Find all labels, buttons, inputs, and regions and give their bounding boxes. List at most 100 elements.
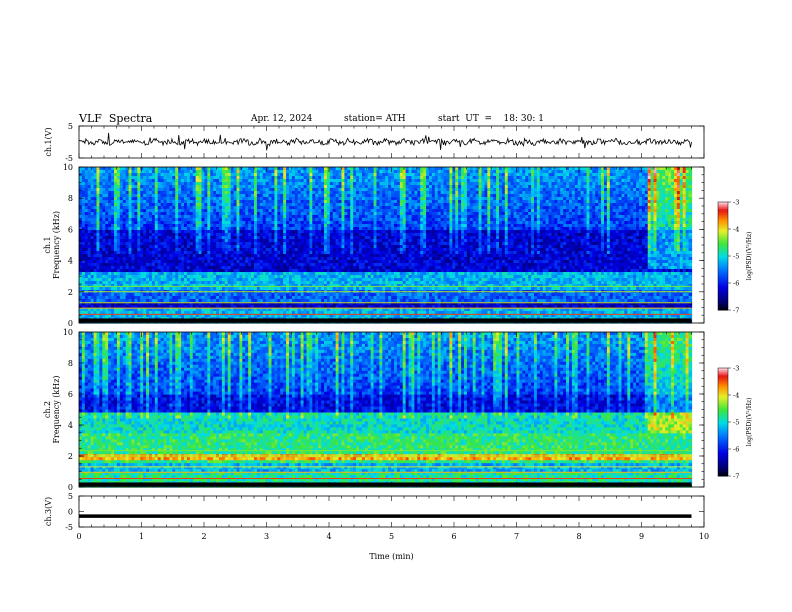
spectrogram-cell — [114, 314, 118, 318]
spectrogram-cell — [87, 257, 92, 261]
spectrogram-cell — [111, 194, 115, 198]
spectrogram-cell — [99, 215, 103, 219]
spectrogram-cell — [134, 179, 138, 183]
spectrogram-cell — [84, 236, 89, 240]
spectrogram-cell — [87, 311, 92, 315]
spectrogram-cell — [116, 221, 121, 225]
spectrogram-cell — [122, 203, 127, 207]
spectrogram-cell — [99, 212, 103, 216]
spectrogram-cell — [134, 266, 138, 270]
spectrogram-cell — [87, 281, 92, 285]
spectrogram-cell — [102, 185, 106, 189]
spectrogram-cell — [84, 185, 89, 189]
spectrogram-cell — [125, 179, 130, 183]
spectrogram-cell — [125, 191, 130, 195]
spectrogram-cell — [105, 260, 109, 264]
spectrogram-cell — [119, 272, 124, 276]
spectrogram-cell — [102, 215, 106, 219]
spectrogram-cell — [128, 227, 133, 231]
spectrogram-cell — [96, 185, 101, 189]
spectrogram-cell — [87, 305, 92, 309]
spectrogram-cell — [81, 302, 86, 306]
spectrogram-cell — [128, 302, 133, 306]
spectrogram-cell — [99, 293, 103, 297]
spectrogram-cell — [114, 299, 118, 303]
spectrogram-cell — [96, 206, 101, 210]
spectrogram-cell — [108, 278, 112, 282]
spectrogram-cell — [105, 266, 109, 270]
spectrogram-cell — [122, 170, 127, 174]
spectrogram-cell — [111, 305, 115, 309]
spectrogram-cell — [81, 287, 86, 291]
spectrogram-cell — [84, 254, 89, 258]
spectrogram-cell — [122, 167, 127, 171]
spectrogram-cell — [128, 173, 133, 177]
spectrogram-cell — [125, 254, 130, 258]
spectrogram-cell — [114, 197, 118, 201]
spectrogram-cell — [90, 242, 95, 246]
spectrogram-cell — [108, 203, 112, 207]
spectrogram-cell — [128, 284, 133, 288]
spectrogram-cell — [116, 239, 121, 243]
spectrogram-cell — [125, 233, 130, 237]
spectrogram-cell — [134, 230, 138, 234]
spectrogram-cell — [119, 311, 124, 315]
spectrogram-cell — [119, 239, 124, 243]
spectrogram-cell — [128, 266, 133, 270]
spectrogram-cell — [116, 227, 121, 231]
spectrogram-cell — [116, 167, 121, 171]
spectrogram-cell — [79, 230, 83, 234]
spectrogram-cell — [119, 227, 124, 231]
spectrogram-cell — [84, 248, 89, 252]
spectrogram-cell — [79, 311, 83, 315]
spectrogram-cell — [119, 236, 124, 240]
spectrogram-cell — [96, 293, 101, 297]
spectrogram-cell — [131, 311, 136, 315]
spectrogram-cell — [79, 293, 83, 297]
spectrogram-cell — [87, 227, 92, 231]
spectrogram-cell — [114, 221, 118, 225]
spectrogram-cell — [116, 314, 121, 318]
spectrogram-cell — [90, 206, 95, 210]
spectrogram-cell — [87, 272, 92, 276]
spectrogram-cell — [114, 215, 118, 219]
spectrogram-cell — [125, 167, 130, 171]
spectrogram-cell — [93, 221, 98, 225]
spectrogram-cell — [114, 212, 118, 216]
spectrogram-cell — [102, 245, 106, 249]
spectrogram-cell — [93, 236, 98, 240]
spectrogram-cell — [122, 209, 127, 213]
spectrogram-cell — [84, 305, 89, 309]
spectrogram-cell — [84, 239, 89, 243]
spectrogram-cell — [99, 281, 103, 285]
spectrogram-cell — [96, 215, 101, 219]
spectrogram-cell — [122, 251, 127, 255]
spectrogram-cell — [131, 179, 136, 183]
spectrogram-cell — [96, 287, 101, 291]
spectrogram-cell — [119, 269, 124, 273]
spectrogram-cell — [105, 227, 109, 231]
spectrogram-cell — [105, 272, 109, 276]
spectrogram-cell — [108, 254, 112, 258]
spectrogram-cell — [128, 176, 133, 180]
spectrogram-cell — [114, 227, 118, 231]
spectrogram-cell — [137, 167, 141, 171]
spectrogram-cell — [114, 287, 118, 291]
spectrogram-cell — [84, 263, 89, 267]
spectrogram-cell — [108, 224, 112, 228]
spectrogram-cell — [90, 167, 95, 171]
spectrogram-cell — [128, 269, 133, 273]
spectrogram-cell — [134, 176, 138, 180]
spectrogram-cell — [90, 188, 95, 192]
spectrogram-cell — [105, 242, 109, 246]
spectrogram-cell — [122, 206, 127, 210]
spectrogram-cell — [114, 218, 118, 222]
spectrogram-cell — [79, 188, 83, 192]
spectrogram-cell — [119, 278, 124, 282]
spectrogram-cell — [111, 233, 115, 237]
spectrogram-cell — [90, 236, 95, 240]
spectrogram-cell — [87, 182, 92, 186]
spectrogram-cell — [131, 224, 136, 228]
spectrogram-cell — [90, 218, 95, 222]
spectrogram-cell — [131, 191, 136, 195]
